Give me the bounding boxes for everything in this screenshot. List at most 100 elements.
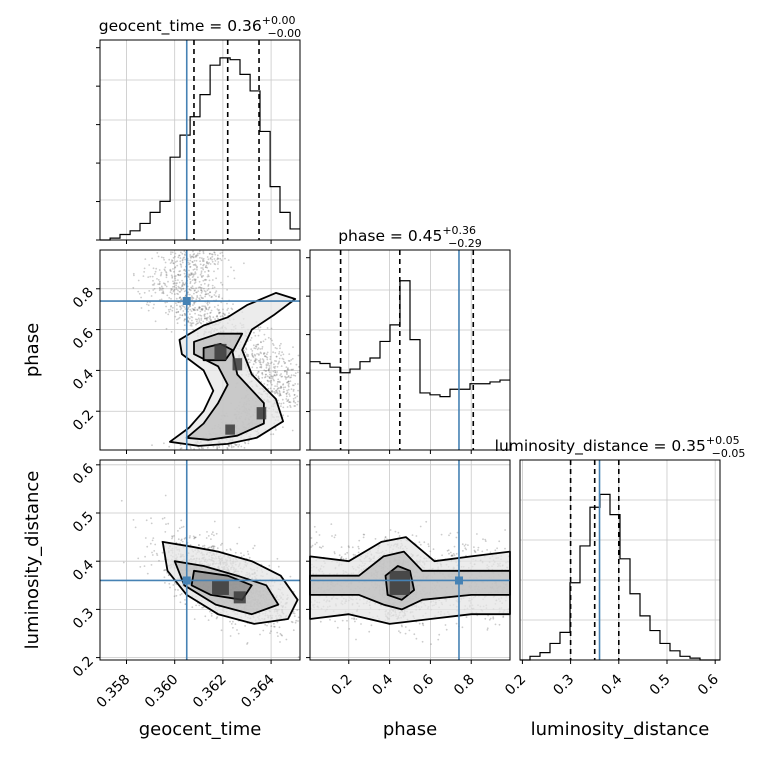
sample-point <box>210 546 213 549</box>
sample-point <box>261 346 264 348</box>
sample-point <box>292 368 295 371</box>
sample-point <box>173 595 176 598</box>
sample-point <box>178 254 180 257</box>
sample-point <box>488 618 491 621</box>
sample-point <box>205 307 208 309</box>
sample-point <box>187 306 190 309</box>
sample-point <box>199 256 201 259</box>
sample-point <box>274 371 277 373</box>
sample-point <box>198 321 201 323</box>
sample-point <box>279 387 282 389</box>
sample-point <box>204 305 207 308</box>
sample-point <box>265 373 267 376</box>
sample-point <box>206 312 209 315</box>
sample-point <box>247 355 250 358</box>
sample-point <box>174 266 176 269</box>
sample-point <box>355 618 358 620</box>
sample-point <box>169 262 172 264</box>
sample-point <box>292 388 295 391</box>
sample-point <box>292 400 295 403</box>
sample-point <box>150 517 152 520</box>
sample-point <box>148 290 151 292</box>
sample-point <box>266 361 269 364</box>
sample-point <box>214 291 217 294</box>
sample-point <box>177 310 180 313</box>
sample-point <box>159 274 162 277</box>
sample-point <box>220 259 223 262</box>
sample-point <box>158 282 161 285</box>
sample-point <box>461 626 464 629</box>
sample-point <box>215 277 218 280</box>
sample-point <box>213 306 216 308</box>
sample-point <box>208 306 211 309</box>
sample-point <box>204 313 206 316</box>
sample-point <box>226 446 229 449</box>
sample-point <box>132 272 135 275</box>
sample-point <box>204 271 206 273</box>
sample-point <box>160 256 163 259</box>
sample-point <box>277 380 279 383</box>
sample-point <box>246 355 248 357</box>
sample-point <box>191 272 193 275</box>
sample-point <box>262 360 265 363</box>
sample-point <box>179 314 182 316</box>
sample-point <box>178 254 181 257</box>
sample-point <box>289 406 292 408</box>
sample-point <box>152 537 155 539</box>
sample-point <box>266 358 269 361</box>
sample-point <box>257 371 260 373</box>
sample-point <box>288 382 290 385</box>
panel-frame <box>99 459 301 661</box>
sample-point <box>163 268 166 271</box>
sample-point <box>271 389 274 392</box>
sample-point <box>198 544 200 547</box>
sample-point <box>189 289 192 292</box>
sample-point <box>206 266 209 269</box>
sample-point <box>179 296 182 299</box>
sample-point <box>287 367 289 369</box>
sample-point <box>220 301 223 304</box>
sample-point <box>214 260 217 262</box>
sample-point <box>189 304 191 307</box>
sample-point <box>268 367 271 369</box>
sample-point <box>204 290 207 293</box>
sample-point <box>190 297 193 299</box>
sample-point <box>190 295 193 297</box>
sample-point <box>194 306 197 309</box>
sample-point <box>289 380 292 382</box>
sample-point <box>196 322 199 325</box>
sample-point <box>279 392 281 395</box>
sample-point <box>182 287 185 290</box>
sample-point <box>348 628 351 630</box>
sample-point <box>257 326 260 329</box>
sample-point <box>284 370 287 372</box>
sample-point <box>174 252 177 255</box>
sample-point <box>346 619 348 622</box>
sample-point <box>230 307 233 310</box>
sample-point <box>427 545 430 548</box>
sample-point <box>456 531 459 534</box>
sample-point <box>171 275 174 278</box>
sample-point <box>177 289 179 292</box>
sample-point <box>179 601 182 604</box>
sample-point <box>253 360 256 362</box>
sample-point <box>274 365 277 368</box>
sample-point <box>174 279 177 282</box>
histogram-phase <box>310 280 510 398</box>
sample-point <box>283 360 285 363</box>
sample-point <box>193 282 196 285</box>
sample-point <box>198 286 201 289</box>
sample-point <box>261 372 263 374</box>
sample-point <box>201 305 204 308</box>
sample-point <box>198 297 201 300</box>
sample-point <box>193 301 195 304</box>
sample-point <box>193 618 196 620</box>
sample-point <box>193 302 196 305</box>
sample-point <box>161 292 164 294</box>
sample-point <box>211 287 214 289</box>
sample-point <box>263 352 266 355</box>
sample-point <box>276 557 279 560</box>
truth-point <box>182 297 191 306</box>
sample-point <box>183 290 186 293</box>
sample-point <box>153 282 156 285</box>
